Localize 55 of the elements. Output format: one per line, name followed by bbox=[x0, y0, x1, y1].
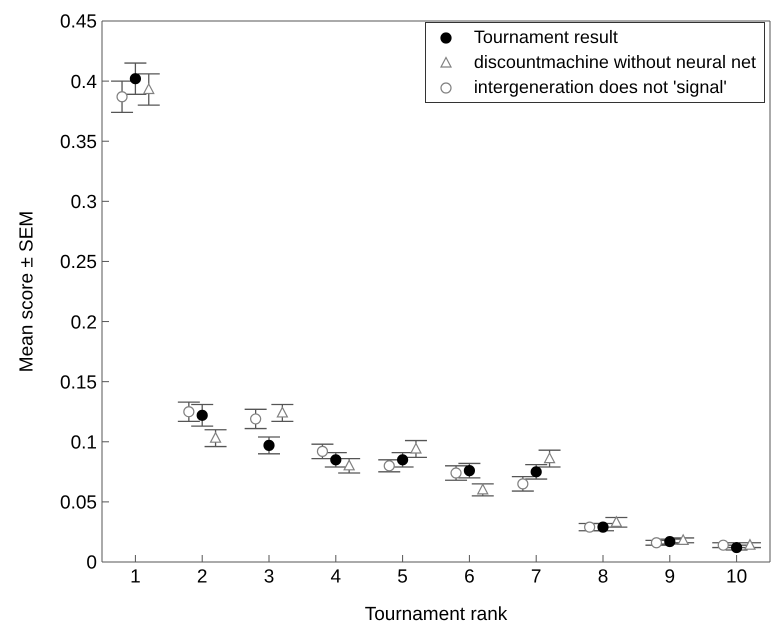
y-axis-title: Mean score ± SEM bbox=[16, 210, 38, 372]
x-axis-title: Tournament rank bbox=[364, 604, 508, 625]
legend-label: discountmachine without neural net bbox=[474, 52, 756, 73]
point bbox=[196, 410, 208, 421]
point bbox=[210, 432, 222, 443]
point bbox=[517, 478, 528, 490]
point bbox=[464, 465, 475, 476]
y-tick-label: 0.4 bbox=[70, 72, 98, 93]
y-tick-label: 0.15 bbox=[60, 372, 97, 394]
x-tick-label: 6 bbox=[464, 566, 475, 588]
x-tick-label: 3 bbox=[264, 566, 274, 588]
y-tick-label: 0 bbox=[86, 552, 97, 574]
x-tick-label: 8 bbox=[598, 566, 608, 588]
x-tick-label: 1 bbox=[130, 566, 141, 588]
legend-label: intergeneration does not 'signal' bbox=[474, 77, 727, 98]
point bbox=[544, 452, 556, 464]
x-tick-label: 10 bbox=[726, 566, 748, 588]
legend-label: Tournament result bbox=[474, 27, 618, 48]
point bbox=[584, 522, 596, 533]
point bbox=[410, 442, 422, 454]
y-tick-label: 0.2 bbox=[70, 312, 97, 334]
point bbox=[650, 537, 662, 548]
point bbox=[330, 454, 342, 466]
point bbox=[731, 542, 742, 554]
point bbox=[344, 460, 355, 470]
y-tick-label: 0.3 bbox=[70, 192, 97, 214]
point bbox=[263, 440, 275, 451]
x-tick-label: 2 bbox=[196, 566, 208, 588]
point bbox=[530, 466, 542, 478]
y-tick-label: 0.35 bbox=[60, 132, 97, 153]
point bbox=[384, 460, 395, 472]
point bbox=[397, 454, 408, 466]
point bbox=[678, 534, 689, 545]
point bbox=[718, 540, 729, 551]
y-tick-label: 0.1 bbox=[70, 432, 97, 454]
point bbox=[183, 406, 194, 418]
point bbox=[316, 446, 328, 457]
y-tick-label: 0.25 bbox=[60, 252, 97, 274]
y-tick-label: 0.45 bbox=[60, 12, 97, 33]
y-tick-label: 0.05 bbox=[60, 492, 97, 514]
point bbox=[130, 73, 141, 84]
point bbox=[664, 536, 676, 548]
point bbox=[143, 83, 154, 94]
x-tick-label: 5 bbox=[397, 566, 408, 588]
point bbox=[610, 516, 622, 527]
point bbox=[250, 413, 262, 425]
x-tick-label: 4 bbox=[330, 566, 342, 588]
point bbox=[450, 467, 462, 479]
point bbox=[744, 539, 756, 550]
x-tick-label: 7 bbox=[530, 566, 542, 588]
x-tick-label: 9 bbox=[664, 566, 676, 588]
point bbox=[597, 522, 609, 533]
point bbox=[477, 484, 488, 494]
point bbox=[116, 91, 128, 102]
point bbox=[276, 406, 288, 418]
